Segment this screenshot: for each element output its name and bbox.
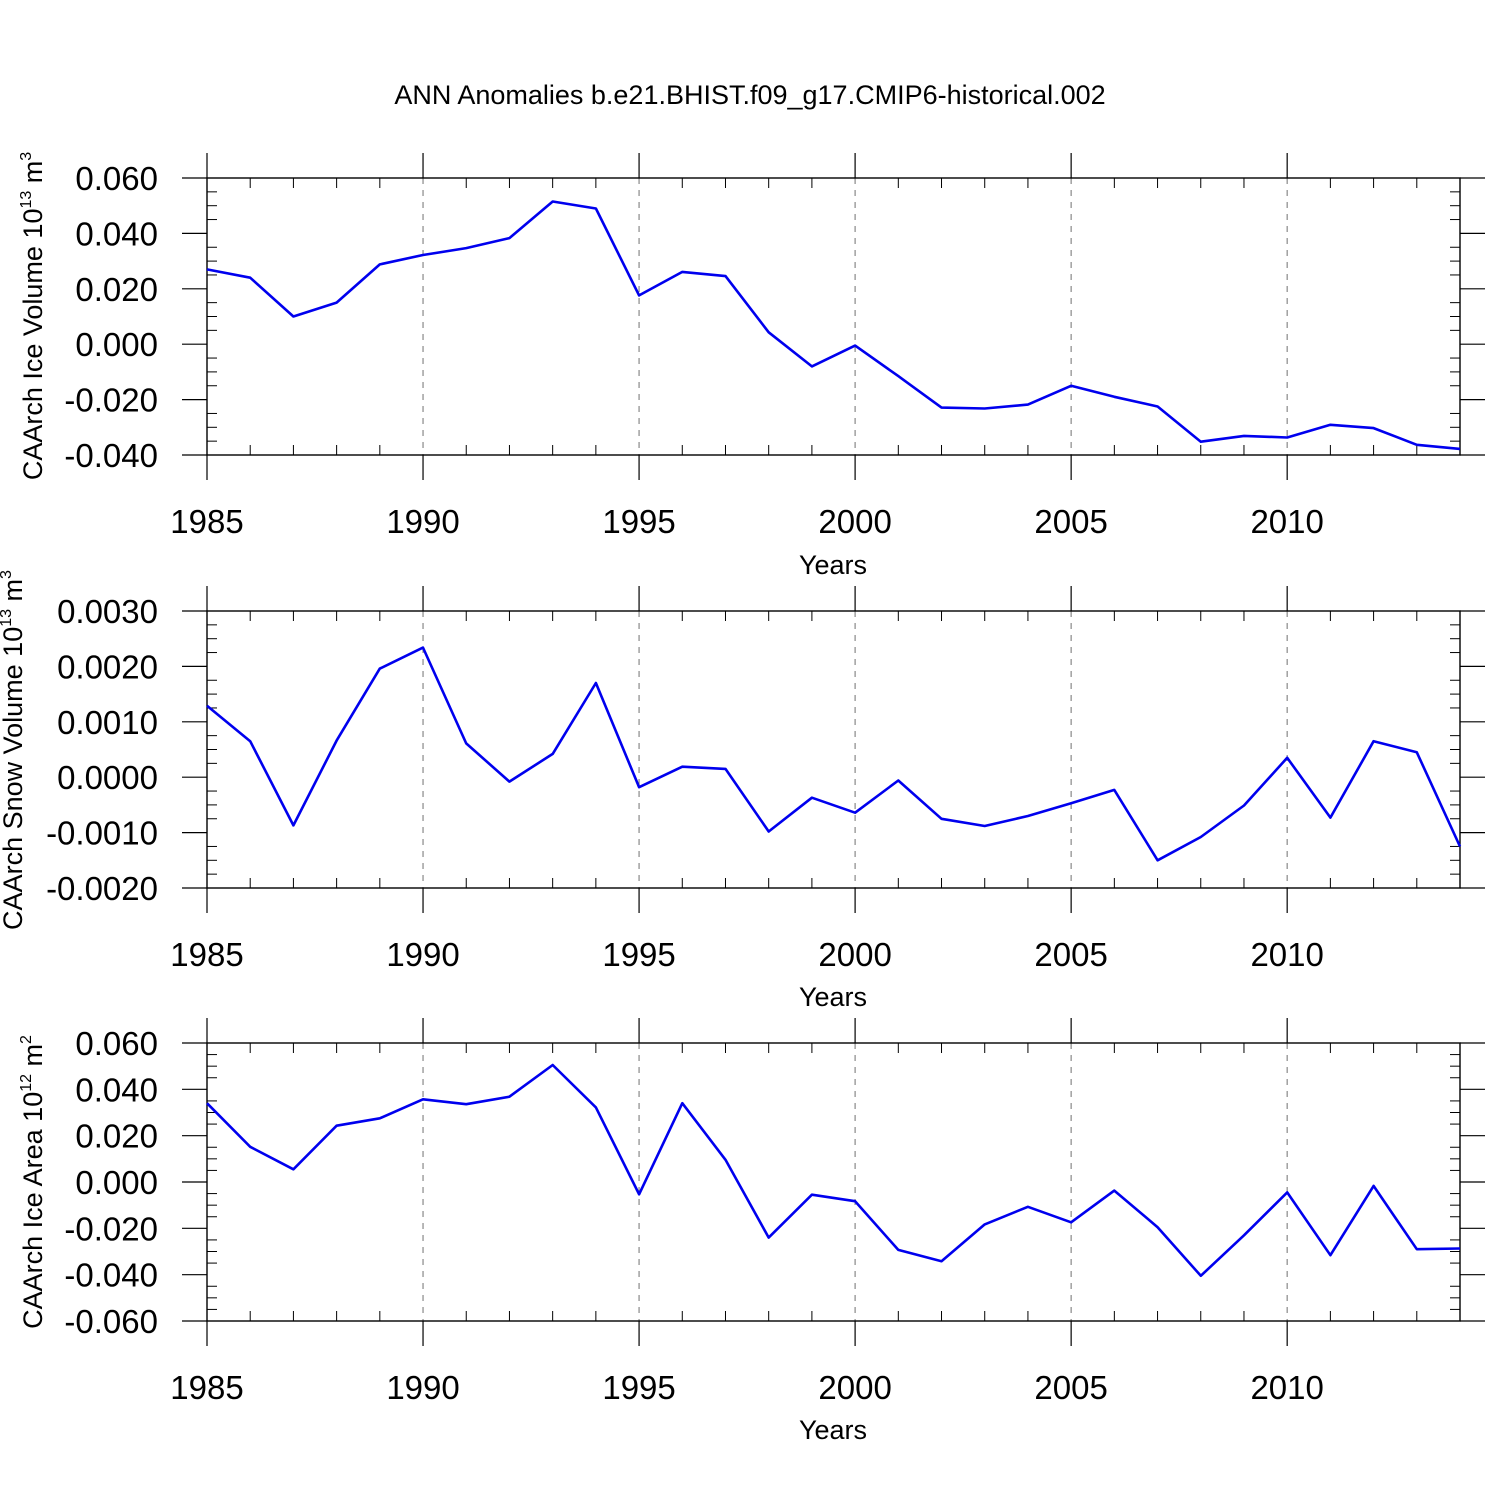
x-tick-label: 1990 bbox=[386, 1369, 459, 1406]
x-tick-label: 2005 bbox=[1034, 1369, 1107, 1406]
panel-ice-volume: CAArch Ice Volume 1013 m3 Years 1985 1990… bbox=[18, 152, 1485, 580]
x-tick-label: 1995 bbox=[602, 936, 675, 973]
x-tick-label: 2005 bbox=[1034, 936, 1107, 973]
ylabel-ice-area: CAArch Ice Area 1012 m2 bbox=[18, 1035, 48, 1329]
plot-frame bbox=[206, 610, 1461, 889]
ylabel-unit: m bbox=[0, 579, 28, 609]
ylabel-unit: m bbox=[18, 161, 48, 191]
ylabel-exponent: 13 bbox=[18, 191, 35, 209]
y-tick-label: -0.0010 bbox=[46, 815, 158, 852]
ylabel-unit: m bbox=[18, 1044, 48, 1074]
y-tick-label: -0.020 bbox=[64, 1210, 158, 1247]
series-line bbox=[206, 200, 1461, 451]
ylabel-exponent: 13 bbox=[0, 609, 15, 627]
x-tick-label: 2000 bbox=[818, 503, 891, 540]
xlabel-years: Years bbox=[799, 1415, 867, 1445]
panel-ice-area: CAArch Ice Area 1012 m2 Years 1985 1990 19… bbox=[18, 1018, 1485, 1445]
x-tick-label: 2005 bbox=[1034, 503, 1107, 540]
ylabel-unit-exponent: 2 bbox=[18, 1035, 35, 1044]
x-tick-label: 2000 bbox=[818, 1369, 891, 1406]
series-line bbox=[206, 646, 1462, 862]
y-tick-label: 0.060 bbox=[75, 160, 158, 197]
x-tick-label: 2010 bbox=[1250, 936, 1323, 973]
x-tick-label: 1985 bbox=[170, 1369, 243, 1406]
x-tick-label: 1990 bbox=[386, 503, 459, 540]
y-tick-label: 0.020 bbox=[75, 271, 158, 308]
x-tick-label: 1990 bbox=[386, 936, 459, 973]
plot-frame bbox=[206, 177, 1461, 456]
ylabel-unit-exponent: 3 bbox=[0, 570, 15, 579]
series-line bbox=[206, 1063, 1461, 1278]
y-tick-label: -0.020 bbox=[64, 382, 158, 419]
panel-snow-volume: CAArch Snow Volume 1013 m3 Years 1985 199… bbox=[0, 570, 1485, 1012]
ylabel-unit-exponent: 3 bbox=[18, 152, 35, 161]
y-tick-label: -0.060 bbox=[64, 1303, 158, 1340]
y-tick-label: -0.040 bbox=[64, 1257, 158, 1294]
xlabel-years: Years bbox=[799, 550, 867, 580]
y-tick-label: 0.0020 bbox=[57, 648, 158, 685]
xlabel-years: Years bbox=[799, 982, 867, 1012]
y-tick-label: 0.0000 bbox=[57, 759, 158, 796]
y-tick-label: -0.040 bbox=[64, 437, 158, 474]
ylabel-snow-volume: CAArch Snow Volume 1013 m3 bbox=[0, 570, 28, 930]
figure-title: ANN Anomalies b.e21.BHIST.f09_g17.CMIP6-… bbox=[394, 80, 1105, 110]
ylabel-ice-volume: CAArch Ice Volume 1013 m3 bbox=[18, 152, 48, 480]
y-tick-label: 0.000 bbox=[75, 1164, 158, 1201]
y-tick-label: 0.0010 bbox=[57, 704, 158, 741]
x-tick-label: 2000 bbox=[818, 936, 891, 973]
ylabel-text: CAArch Ice Volume 10 bbox=[18, 209, 48, 481]
x-tick-label: 1985 bbox=[170, 936, 243, 973]
x-tick-label: 2010 bbox=[1250, 503, 1323, 540]
x-tick-label: 1995 bbox=[602, 1369, 675, 1406]
plot-frame bbox=[206, 1042, 1461, 1322]
ylabel-text: CAArch Ice Area 10 bbox=[18, 1092, 48, 1329]
x-tick-label: 1995 bbox=[602, 503, 675, 540]
y-tick-label: 0.000 bbox=[75, 326, 158, 363]
y-tick-label: 0.040 bbox=[75, 215, 158, 252]
y-tick-label: 0.0030 bbox=[57, 593, 158, 630]
x-tick-label: 2010 bbox=[1250, 1369, 1323, 1406]
y-tick-label: 0.020 bbox=[75, 1118, 158, 1155]
y-tick-label: 0.060 bbox=[75, 1025, 158, 1062]
ylabel-exponent: 12 bbox=[18, 1074, 35, 1092]
y-tick-label: 0.040 bbox=[75, 1071, 158, 1108]
ylabel-text: CAArch Snow Volume 10 bbox=[0, 627, 28, 930]
y-tick-label: -0.0020 bbox=[46, 870, 158, 907]
x-tick-label: 1985 bbox=[170, 503, 243, 540]
